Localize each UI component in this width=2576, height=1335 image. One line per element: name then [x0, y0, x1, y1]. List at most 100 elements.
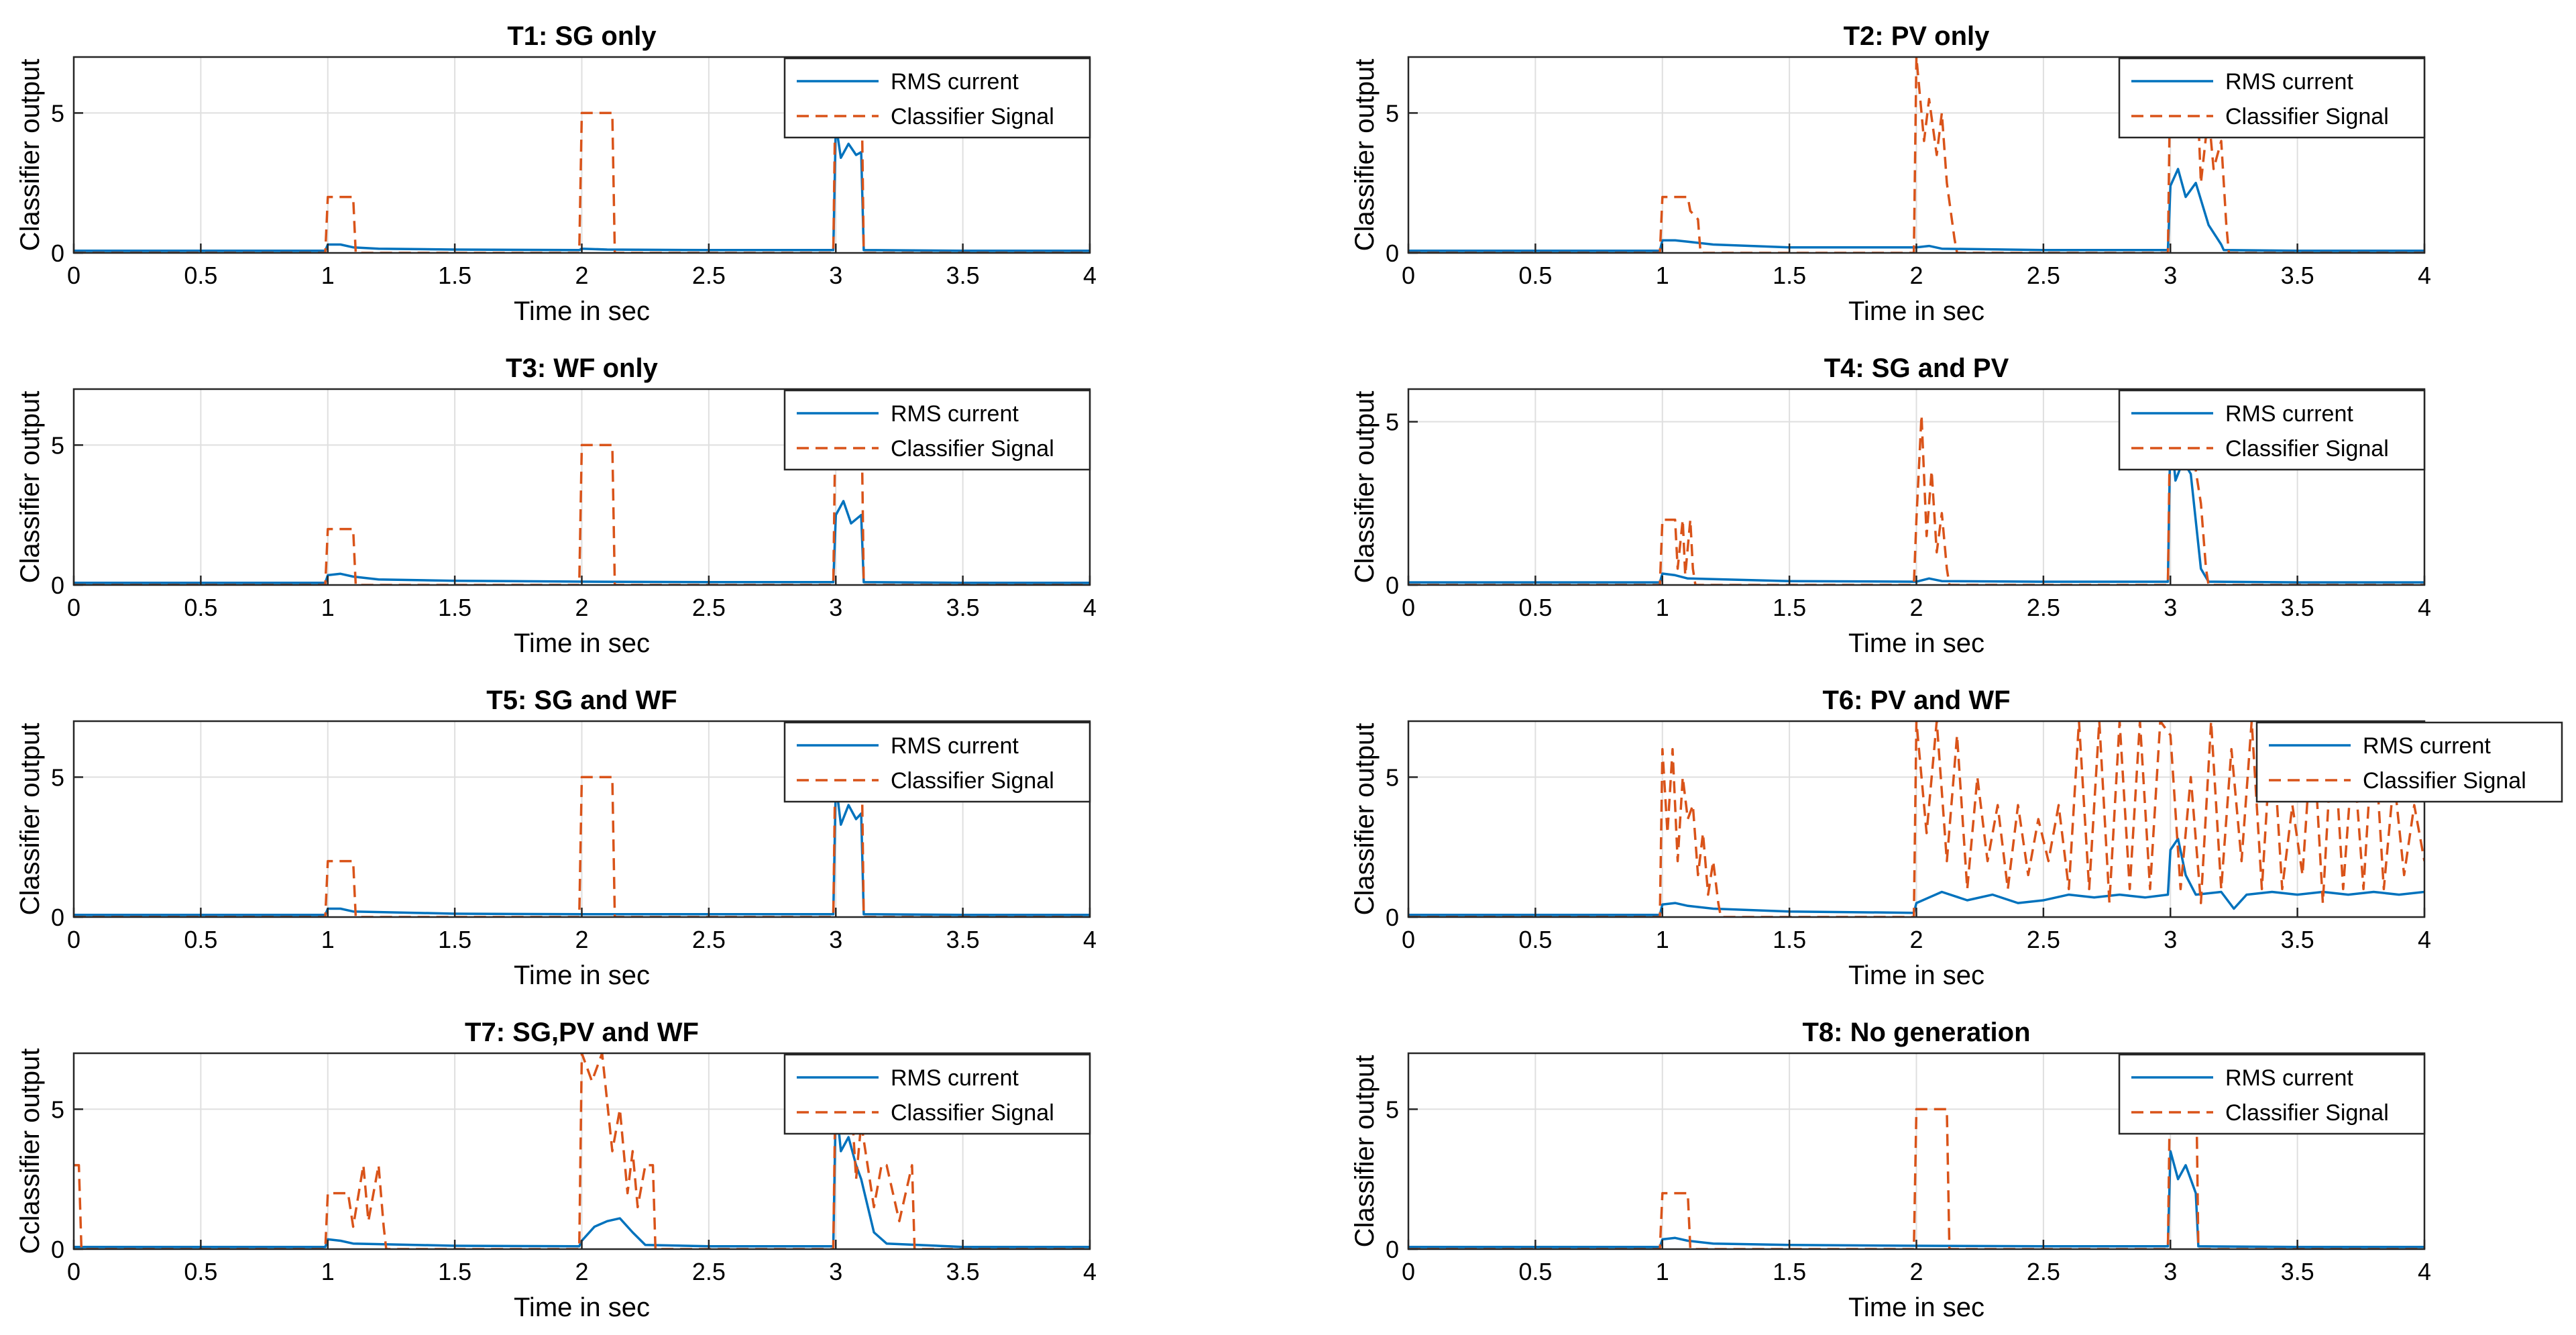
- legend-label: RMS current: [891, 69, 1019, 95]
- y-axis-label: Classifier output: [15, 391, 45, 584]
- x-tick-label: 0.5: [1518, 926, 1552, 953]
- x-tick-label: 1.5: [438, 926, 471, 953]
- legend: RMS current Classifier Signal: [783, 389, 1091, 471]
- y-axis-label: Classifier output: [1350, 59, 1380, 252]
- y-tick-label: 0: [1386, 239, 1399, 267]
- y-axis-label: Classifier output: [1350, 391, 1380, 584]
- chart-panel-7: 0 0.5 1 1.5 2 2.5 3 3.5 4 0 5 T7: SG,PV and WF Time …: [15, 1018, 1097, 1322]
- y-axis-label: Classifier output: [1350, 1055, 1380, 1248]
- x-tick-label: 2: [575, 926, 588, 953]
- x-tick-label: 3: [2164, 1258, 2177, 1285]
- legend-label: RMS current: [891, 401, 1019, 427]
- classifier-signal-line: [1408, 57, 2424, 253]
- y-axis-label: Classifier output: [15, 723, 45, 916]
- x-tick-label: 0: [67, 594, 80, 621]
- x-tick-label: 3.5: [2281, 1258, 2314, 1285]
- x-tick-label: 3: [829, 594, 842, 621]
- legend-label: RMS current: [2363, 733, 2491, 759]
- legend: RMS current Classifier Signal: [2118, 1053, 2426, 1135]
- x-tick-label: 1: [1656, 594, 1669, 621]
- legend-box: [2255, 721, 2563, 803]
- y-tick-label: 0: [1386, 1236, 1399, 1263]
- x-tick-label: 4: [1083, 926, 1097, 953]
- legend: RMS current Classifier Signal: [2118, 57, 2426, 139]
- x-tick-label: 4: [1083, 1258, 1097, 1285]
- legend-label: RMS current: [2225, 69, 2353, 95]
- chart-title: T5: SG and WF: [486, 686, 677, 715]
- legend-label: Classifier Signal: [891, 1100, 1054, 1126]
- chart-panel-8: 0 0.5 1 1.5 2 2.5 3 3.5 4 0 5 T8: No generation Time…: [1350, 1018, 2431, 1322]
- x-axis-label: Time in sec: [514, 629, 650, 658]
- chart-panel-2: 0 0.5 1 1.5 2 2.5 3 3.5 4 0 5 T2: PV only Time in se…: [1350, 21, 2431, 326]
- x-tick-label: 2: [1909, 926, 1923, 953]
- x-tick-label: 3.5: [946, 926, 980, 953]
- y-tick-label: 0: [1386, 904, 1399, 931]
- x-tick-label: 2.5: [2027, 262, 2060, 289]
- chart-title: T7: SG,PV and WF: [465, 1018, 699, 1047]
- classifier-signal-line: [1408, 1053, 2424, 1249]
- x-tick-label: 2: [575, 1258, 588, 1285]
- x-axis-label: Time in sec: [1848, 297, 1984, 326]
- y-tick-label: 0: [1386, 572, 1399, 599]
- legend-label: RMS current: [2225, 1065, 2353, 1091]
- legend-box: [783, 721, 1091, 803]
- x-tick-label: 3.5: [2281, 594, 2314, 621]
- classifier-signal-line: [74, 57, 1090, 253]
- x-tick-label: 2: [575, 262, 588, 289]
- y-axis-label: Classifier output: [15, 59, 45, 252]
- x-tick-label: 2: [1909, 1258, 1923, 1285]
- legend-label: Classifier Signal: [2225, 1100, 2389, 1126]
- x-tick-label: 2.5: [692, 1258, 726, 1285]
- x-axis-label: Time in sec: [514, 961, 650, 990]
- legend-box: [2118, 1053, 2426, 1135]
- x-tick-label: 3.5: [2281, 262, 2314, 289]
- legend-label: RMS current: [891, 733, 1019, 759]
- x-tick-label: 2: [1909, 262, 1923, 289]
- x-tick-label: 0: [67, 262, 80, 289]
- x-tick-label: 4: [2418, 1258, 2431, 1285]
- legend-box: [2118, 57, 2426, 139]
- x-tick-label: 0.5: [184, 594, 217, 621]
- x-tick-label: 0: [1402, 1258, 1415, 1285]
- x-tick-label: 3.5: [946, 1258, 980, 1285]
- y-tick-label: 5: [1386, 409, 1399, 436]
- chart-title: T8: No generation: [1802, 1018, 2030, 1047]
- y-tick-label: 0: [51, 239, 64, 267]
- chart-panel-1: 0 0.5 1 1.5 2 2.5 3 3.5 4 0 5 T1: SG only Time in se…: [15, 21, 1097, 326]
- x-tick-label: 3: [829, 262, 842, 289]
- x-tick-label: 2.5: [2027, 594, 2060, 621]
- classifier-signal-line: [1408, 721, 2424, 917]
- x-tick-label: 3: [829, 926, 842, 953]
- y-tick-label: 5: [1386, 1096, 1399, 1123]
- x-tick-label: 4: [2418, 926, 2431, 953]
- x-tick-label: 2.5: [2027, 926, 2060, 953]
- legend-label: Classifier Signal: [2363, 768, 2526, 794]
- x-tick-label: 1: [321, 262, 335, 289]
- x-tick-label: 3.5: [946, 594, 980, 621]
- legend-box: [2118, 389, 2426, 471]
- chart-title: T3: WF only: [506, 354, 658, 383]
- x-axis-label: Time in sec: [514, 297, 650, 326]
- x-tick-label: 2.5: [2027, 1258, 2060, 1285]
- x-tick-label: 1.5: [438, 262, 471, 289]
- legend-label: Classifier Signal: [2225, 436, 2389, 462]
- legend: RMS current Classifier Signal: [783, 1053, 1091, 1135]
- x-tick-label: 3: [2164, 594, 2177, 621]
- x-tick-label: 2.5: [692, 594, 726, 621]
- y-tick-label: 5: [51, 99, 64, 127]
- y-axis-label: Classifier output: [1350, 723, 1380, 916]
- x-tick-label: 1: [321, 926, 335, 953]
- x-tick-label: 0.5: [1518, 1258, 1552, 1285]
- x-tick-label: 0: [1402, 926, 1415, 953]
- y-tick-label: 5: [51, 763, 64, 791]
- y-tick-label: 5: [51, 431, 64, 459]
- legend-label: RMS current: [891, 1065, 1019, 1091]
- x-tick-label: 2: [575, 594, 588, 621]
- x-tick-label: 0.5: [1518, 594, 1552, 621]
- legend: RMS current Classifier Signal: [783, 57, 1091, 139]
- x-tick-label: 1.5: [1773, 262, 1806, 289]
- legend-label: Classifier Signal: [891, 768, 1054, 794]
- x-axis-label: Time in sec: [1848, 629, 1984, 658]
- y-tick-label: 0: [51, 904, 64, 931]
- classifier-signal-line: [74, 1053, 1090, 1249]
